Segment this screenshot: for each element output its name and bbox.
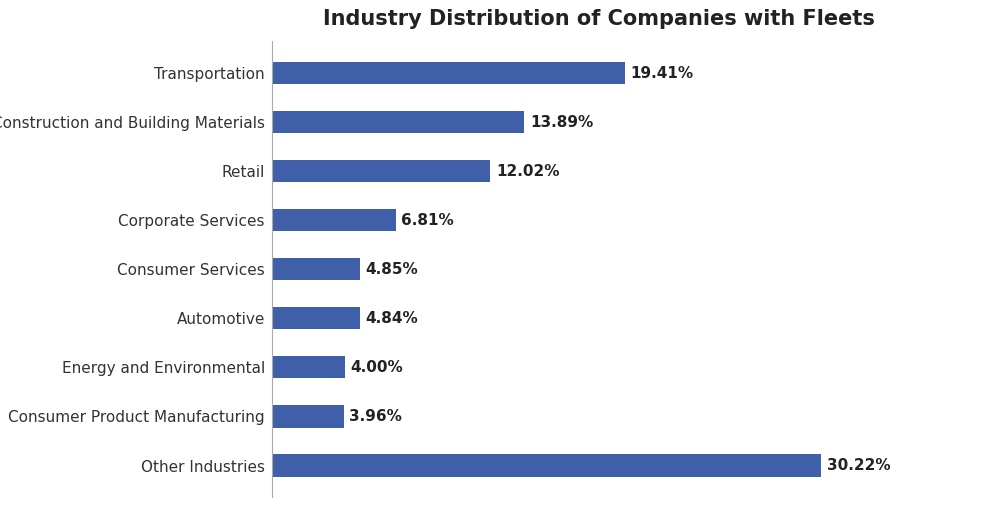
Text: 6.81%: 6.81% bbox=[401, 213, 454, 228]
Text: 12.02%: 12.02% bbox=[495, 164, 560, 179]
Text: 3.96%: 3.96% bbox=[349, 409, 402, 424]
Bar bbox=[272, 111, 525, 133]
Bar bbox=[272, 62, 624, 84]
Text: 4.00%: 4.00% bbox=[350, 360, 403, 375]
Title: Industry Distribution of Companies with Fleets: Industry Distribution of Companies with … bbox=[323, 9, 875, 29]
Text: 30.22%: 30.22% bbox=[827, 458, 890, 473]
Bar bbox=[272, 356, 344, 379]
Bar bbox=[272, 406, 344, 427]
Text: 4.85%: 4.85% bbox=[366, 262, 418, 277]
Bar bbox=[272, 160, 490, 182]
Text: 13.89%: 13.89% bbox=[530, 114, 593, 130]
Bar bbox=[272, 307, 359, 329]
Text: 4.84%: 4.84% bbox=[366, 311, 418, 326]
Bar bbox=[272, 454, 822, 477]
Bar bbox=[272, 258, 361, 280]
Bar bbox=[272, 209, 396, 232]
Text: 19.41%: 19.41% bbox=[630, 66, 694, 81]
